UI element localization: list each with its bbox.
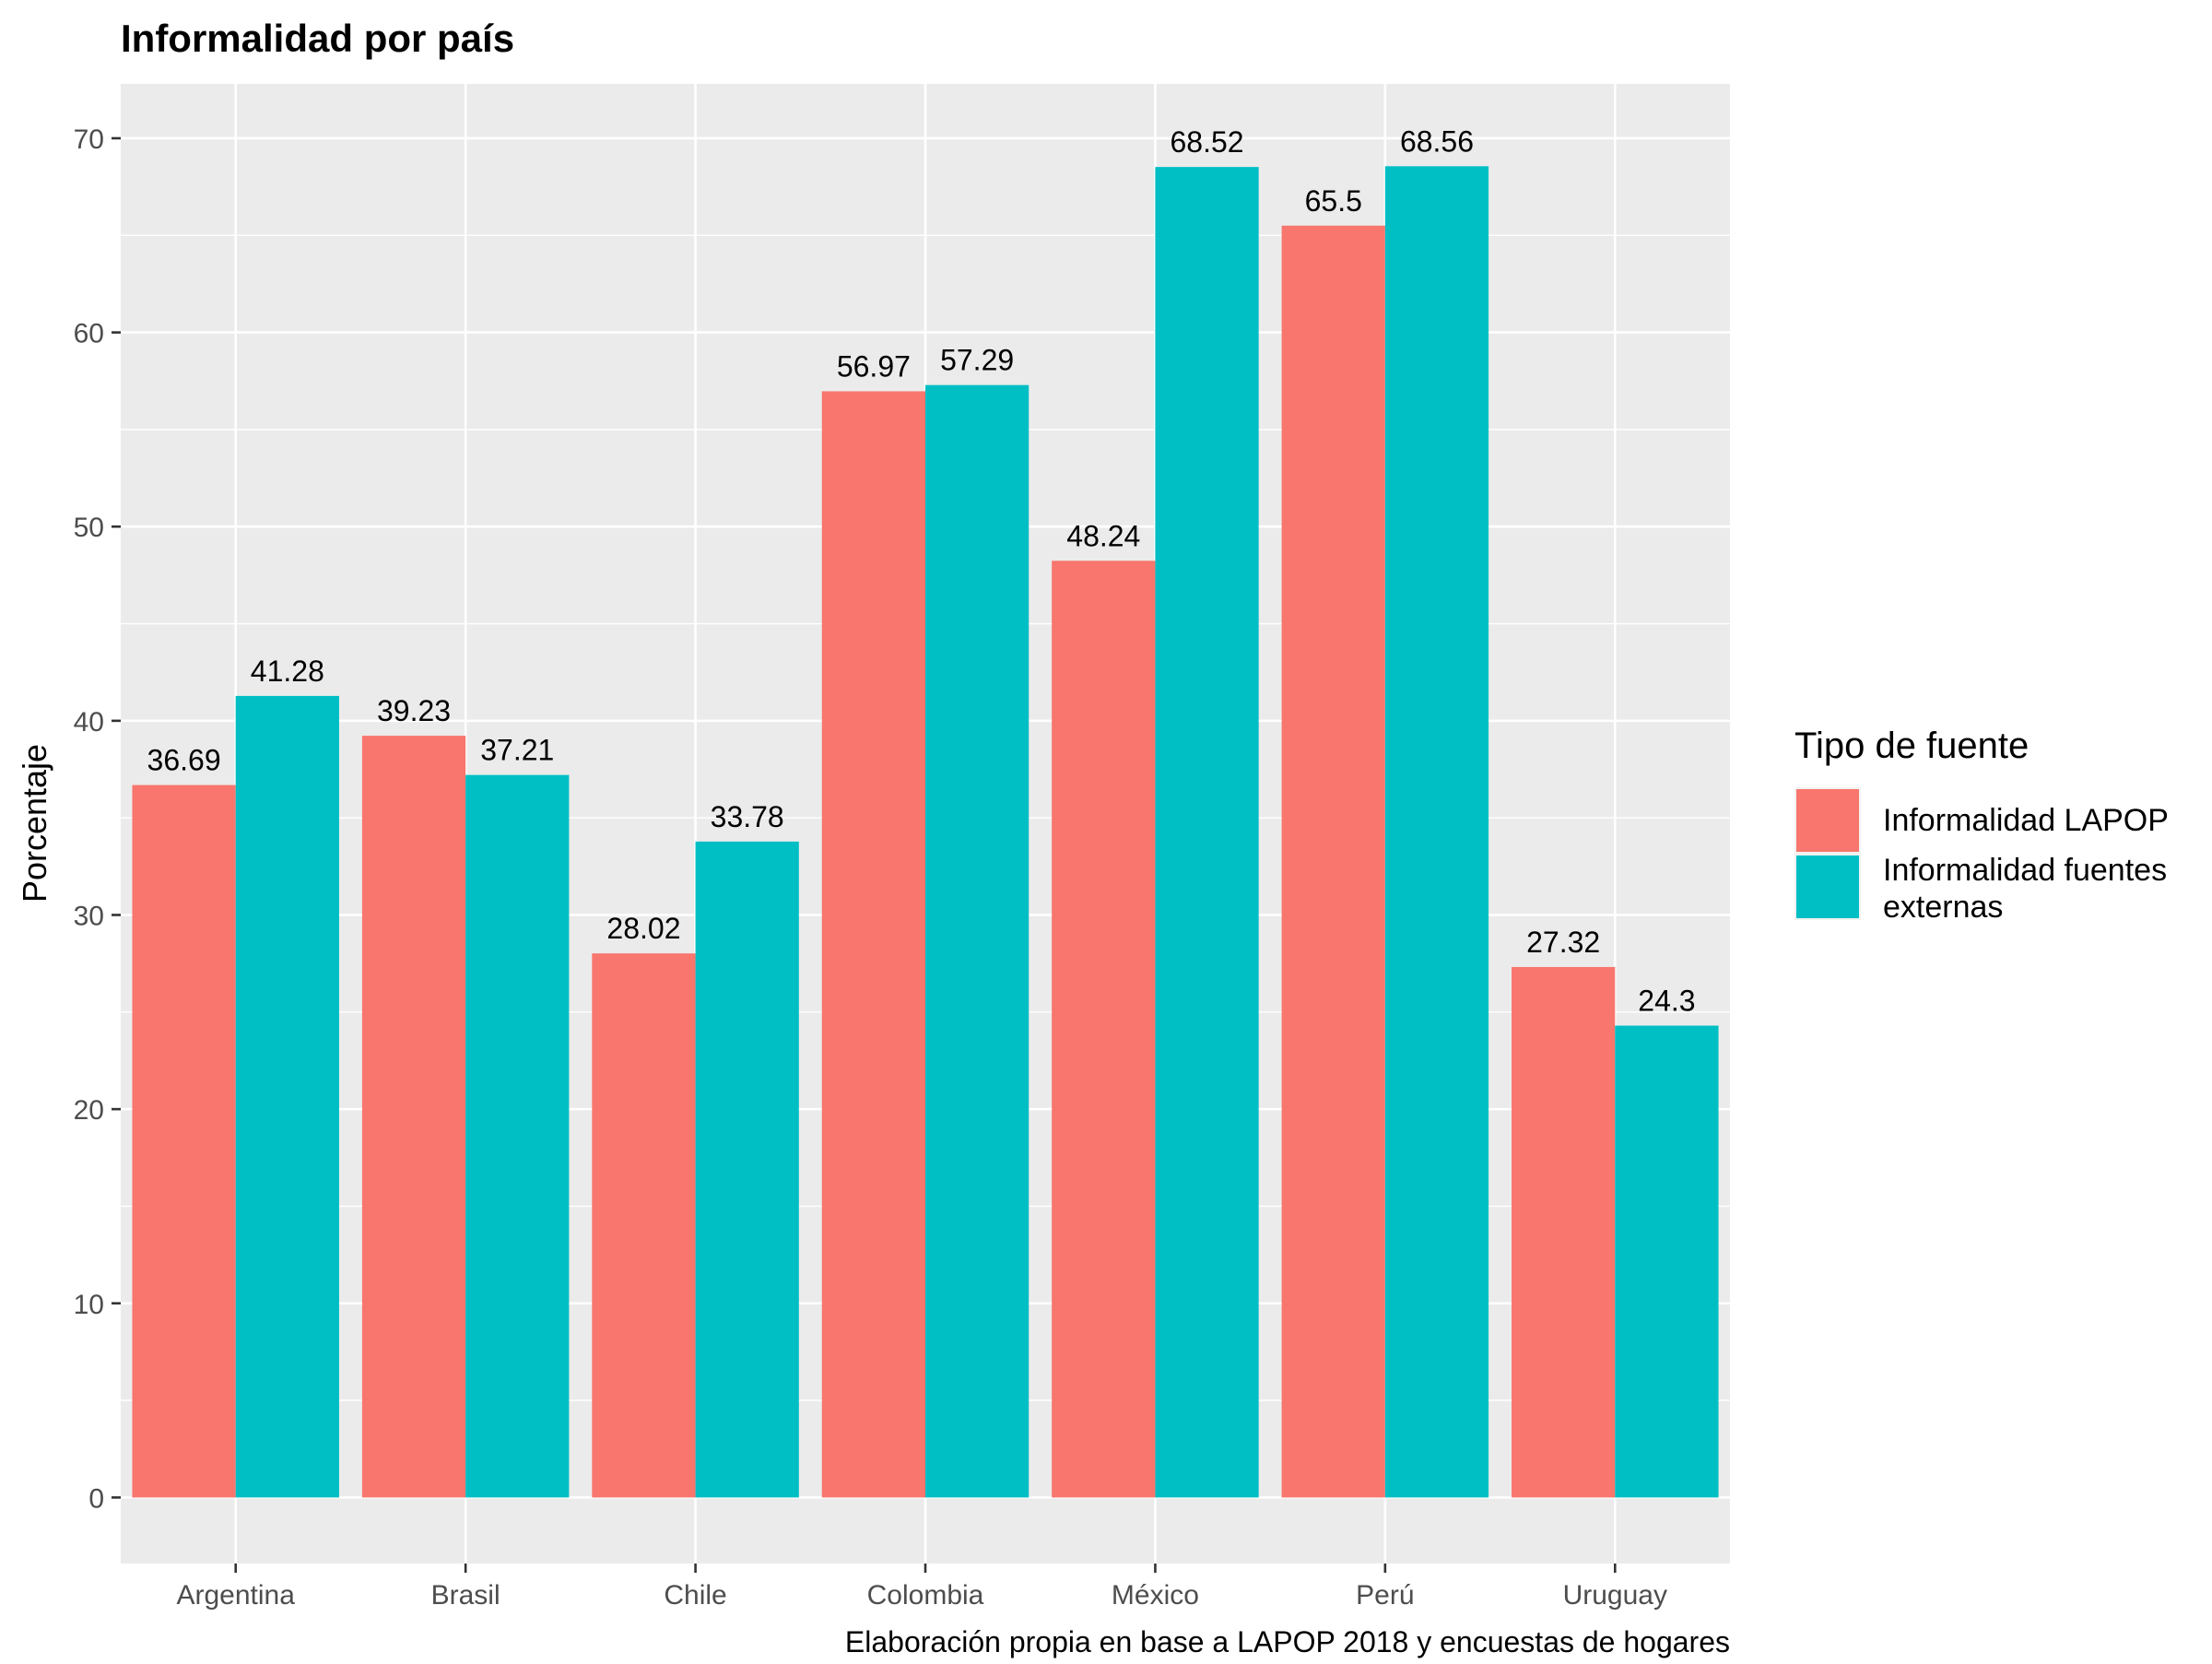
bar-value-label: 68.52 [1171,125,1244,159]
bar [1512,966,1616,1498]
y-tick-label: 10 [74,1290,104,1320]
y-tick-label: 40 [74,707,104,738]
y-tick-label: 30 [74,901,104,931]
y-tick-label: 0 [88,1483,104,1514]
y-tick-label: 70 [74,124,104,155]
bar [465,774,570,1498]
x-tick-label: México [1112,1580,1199,1611]
bar-labels: 36.69 39.23 28.02 56.97 48.24 65.5 27.32 41.28 3… [147,124,1696,1017]
bar-value-label: 36.69 [147,744,221,777]
x-tick-label: Argentina [176,1580,295,1611]
bar-value-label: 33.78 [711,800,784,833]
bar [132,785,236,1498]
bar-value-label: 65.5 [1305,184,1362,218]
bar-value-label: 39.23 [377,694,451,727]
y-axis-title: Porcentaje [16,744,53,903]
bar [925,384,1030,1498]
bar-value-label: 37.21 [480,734,554,767]
bars [132,166,1719,1498]
bar [1052,561,1156,1498]
legend-label-external: Informalidad fuentes externas [1883,853,2167,925]
bar-value-label: 68.56 [1400,124,1474,158]
bar-value-label: 24.3 [1638,985,1695,1018]
bar-value-label: 48.24 [1066,519,1140,552]
bar [1281,225,1385,1498]
bar [821,391,925,1498]
bar-value-label: 27.32 [1526,926,1600,959]
x-tick-label: Chile [664,1580,726,1611]
bar [235,695,339,1498]
bar-value-label: 57.29 [940,344,1014,377]
legend-swatch-external [1796,856,1859,918]
legend: Tipo de fuente Informalidad LAPOP Inform… [1794,726,2169,925]
bar [592,953,696,1498]
bar [695,841,799,1498]
bar [361,736,466,1498]
x-tick-label: Uruguay [1563,1580,1667,1611]
bar-value-label: 56.97 [837,349,911,383]
legend-swatch-lapop [1796,789,1859,852]
x-tick-label: Perú [1356,1580,1414,1611]
y-axis: 0 10 20 30 40 50 60 70 [74,124,121,1514]
x-tick-label: Colombia [867,1580,984,1611]
x-tick-label: Brasil [431,1580,500,1611]
y-tick-label: 60 [74,319,104,349]
bar-value-label: 41.28 [251,655,324,688]
legend-title: Tipo de fuente [1794,726,2029,766]
legend-label-lapop: Informalidad LAPOP [1883,803,2169,838]
bar [1384,166,1489,1498]
bar-value-label: 28.02 [606,912,680,945]
y-tick-label: 50 [74,513,104,543]
bar [1615,1025,1719,1498]
y-tick-label: 20 [74,1095,104,1126]
chart-caption: Elaboración propia en base a LAPOP 2018 … [845,1625,1730,1658]
bar [1155,167,1259,1498]
x-axis: Argentina Brasil Chile Colombia México Perú Ur… [176,1564,1667,1611]
chart-title: Informalidad por país [121,17,514,60]
